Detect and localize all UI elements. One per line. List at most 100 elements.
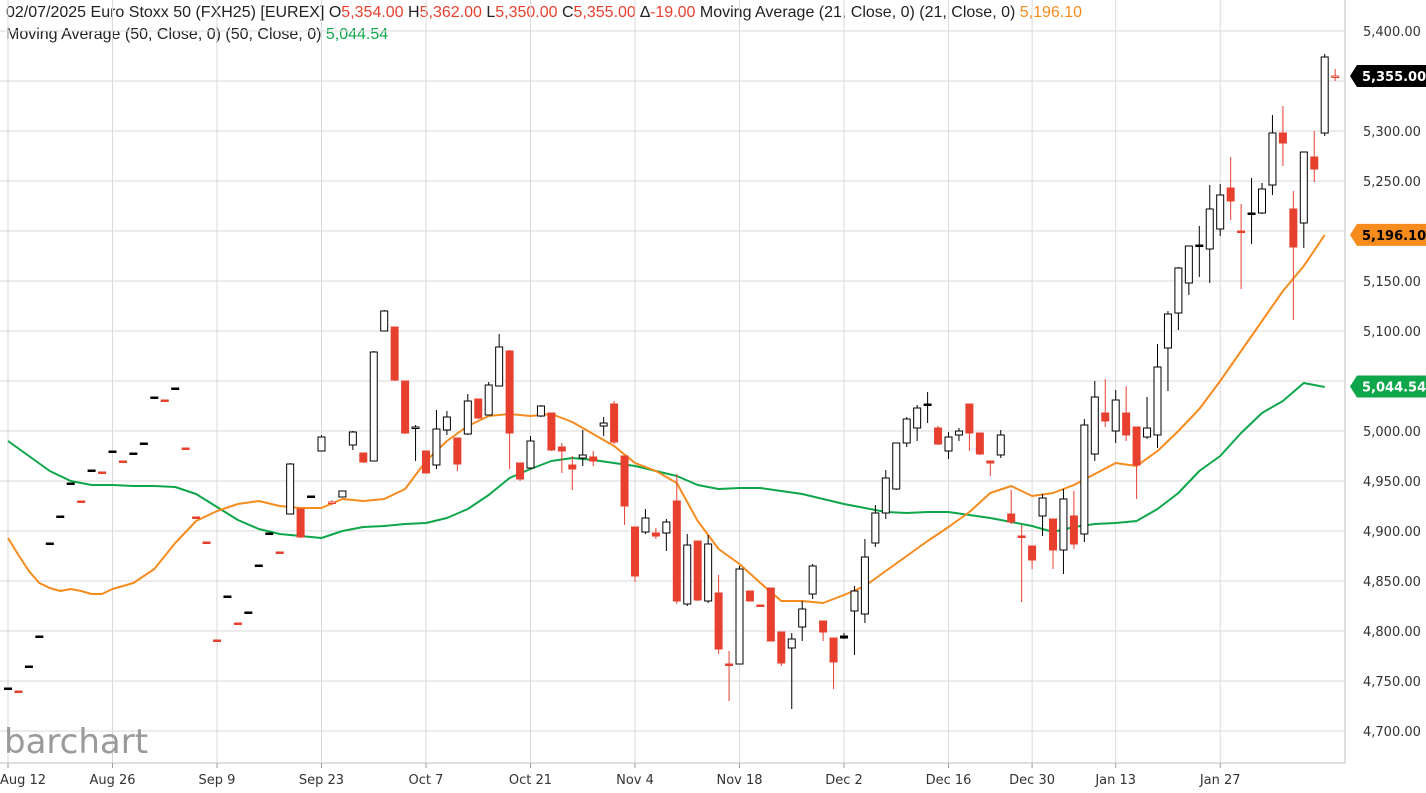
candle: [505, 350, 514, 469]
candle-body: [1080, 424, 1089, 535]
candle-body: [223, 595, 232, 598]
candle: [568, 456, 577, 490]
candle-body: [944, 436, 953, 452]
ma21-price-tag-text: 5,196.10: [1362, 229, 1426, 244]
candle: [171, 387, 180, 390]
candle-body: [1184, 245, 1193, 284]
candle: [348, 431, 357, 450]
candle: [1101, 379, 1110, 427]
x-tick-label: Dec 16: [926, 773, 972, 788]
candle: [578, 430, 587, 466]
candle-body: [1069, 515, 1078, 545]
legend-change-label: ∆: [640, 4, 651, 21]
candle-body: [87, 469, 96, 472]
candle: [777, 631, 786, 666]
candle-body: [1289, 208, 1298, 248]
candles: [4, 54, 1340, 709]
candle-body: [432, 428, 441, 466]
candle-body: [745, 590, 754, 602]
candle-body: [975, 432, 984, 455]
candle: [798, 601, 807, 641]
candle: [1143, 397, 1152, 439]
candle: [463, 394, 472, 435]
candle: [954, 428, 963, 441]
candle-body: [787, 638, 796, 649]
candle: [923, 392, 932, 423]
candle-body: [1143, 427, 1152, 438]
legend-line-1: 02/07/2025 Euro Stoxx 50 (FXH25) [EUREX]…: [6, 4, 1082, 22]
candle-body: [641, 517, 650, 533]
legend-open-label: O: [328, 4, 342, 21]
candle-body: [1278, 132, 1287, 144]
last-price-tag-text: 5,355.00: [1362, 70, 1426, 85]
candle: [108, 450, 117, 453]
candle-body: [359, 452, 368, 463]
candle-body: [996, 434, 1005, 456]
candle-body: [1049, 518, 1057, 551]
candle: [693, 540, 702, 601]
candle-body: [77, 500, 86, 503]
candle-body: [1132, 426, 1141, 466]
candle-body: [798, 608, 807, 628]
x-tick-label: Oct 7: [409, 773, 444, 788]
candle: [1310, 131, 1319, 182]
candle-body: [327, 501, 336, 504]
x-tick-label: Aug 26: [89, 773, 135, 788]
candle-body: [892, 442, 901, 490]
candle-body: [1195, 244, 1204, 247]
candle: [129, 452, 138, 455]
candle-body: [495, 346, 504, 387]
candle-body: [683, 544, 692, 605]
x-tick-label: Sep 23: [299, 773, 344, 788]
candle-body: [108, 450, 117, 453]
watermark: barchart: [4, 722, 148, 762]
candle: [1163, 311, 1172, 391]
candle: [672, 474, 681, 604]
candle: [150, 396, 159, 399]
candle: [651, 528, 660, 539]
ma21-price-tag: 5,196.10: [1350, 223, 1426, 246]
candle: [474, 398, 483, 419]
candle: [14, 690, 23, 693]
candle: [1059, 489, 1068, 574]
candle: [1289, 191, 1298, 320]
candle-body: [1163, 313, 1172, 349]
y-tick-label: 5,300.00: [1363, 125, 1421, 140]
x-tick-label: Jan 13: [1094, 773, 1136, 788]
y-tick-label: 4,850.00: [1363, 575, 1421, 590]
candle-body: [442, 416, 451, 431]
candle: [1205, 185, 1214, 283]
candle-body: [578, 454, 587, 459]
candle-body: [756, 604, 765, 607]
candle: [704, 535, 713, 603]
candle: [516, 462, 525, 481]
candle-body: [1331, 75, 1340, 78]
candle: [871, 505, 880, 547]
candle: [1268, 115, 1277, 195]
candle-body: [307, 495, 316, 498]
candle-body: [557, 446, 566, 452]
y-tick-label: 4,750.00: [1363, 675, 1421, 690]
candle: [1080, 419, 1089, 542]
candle: [662, 519, 671, 551]
candle: [1038, 494, 1047, 536]
candle-body: [484, 384, 493, 416]
x-tick-label: Nov 4: [616, 773, 654, 788]
candle: [526, 436, 535, 469]
candle-body: [244, 611, 253, 614]
candle: [56, 515, 65, 518]
candle: [986, 460, 995, 476]
candle-body: [1226, 187, 1235, 202]
candle-body: [1122, 412, 1131, 436]
legend-close-value: 5,355.00: [573, 4, 636, 21]
candle-body: [1299, 151, 1308, 224]
candle-body: [725, 663, 734, 666]
x-axis: Aug 12 Aug 26 Sep 9 Sep 23 Oct 7 Oct 21 Nov 4 N…: [0, 763, 1241, 788]
candle-body: [35, 635, 44, 638]
candle-body: [1237, 230, 1246, 233]
candle: [714, 575, 723, 654]
candle: [1184, 245, 1193, 295]
legend-low-label: L: [486, 4, 496, 21]
x-tick-label: Aug 12: [0, 773, 46, 788]
